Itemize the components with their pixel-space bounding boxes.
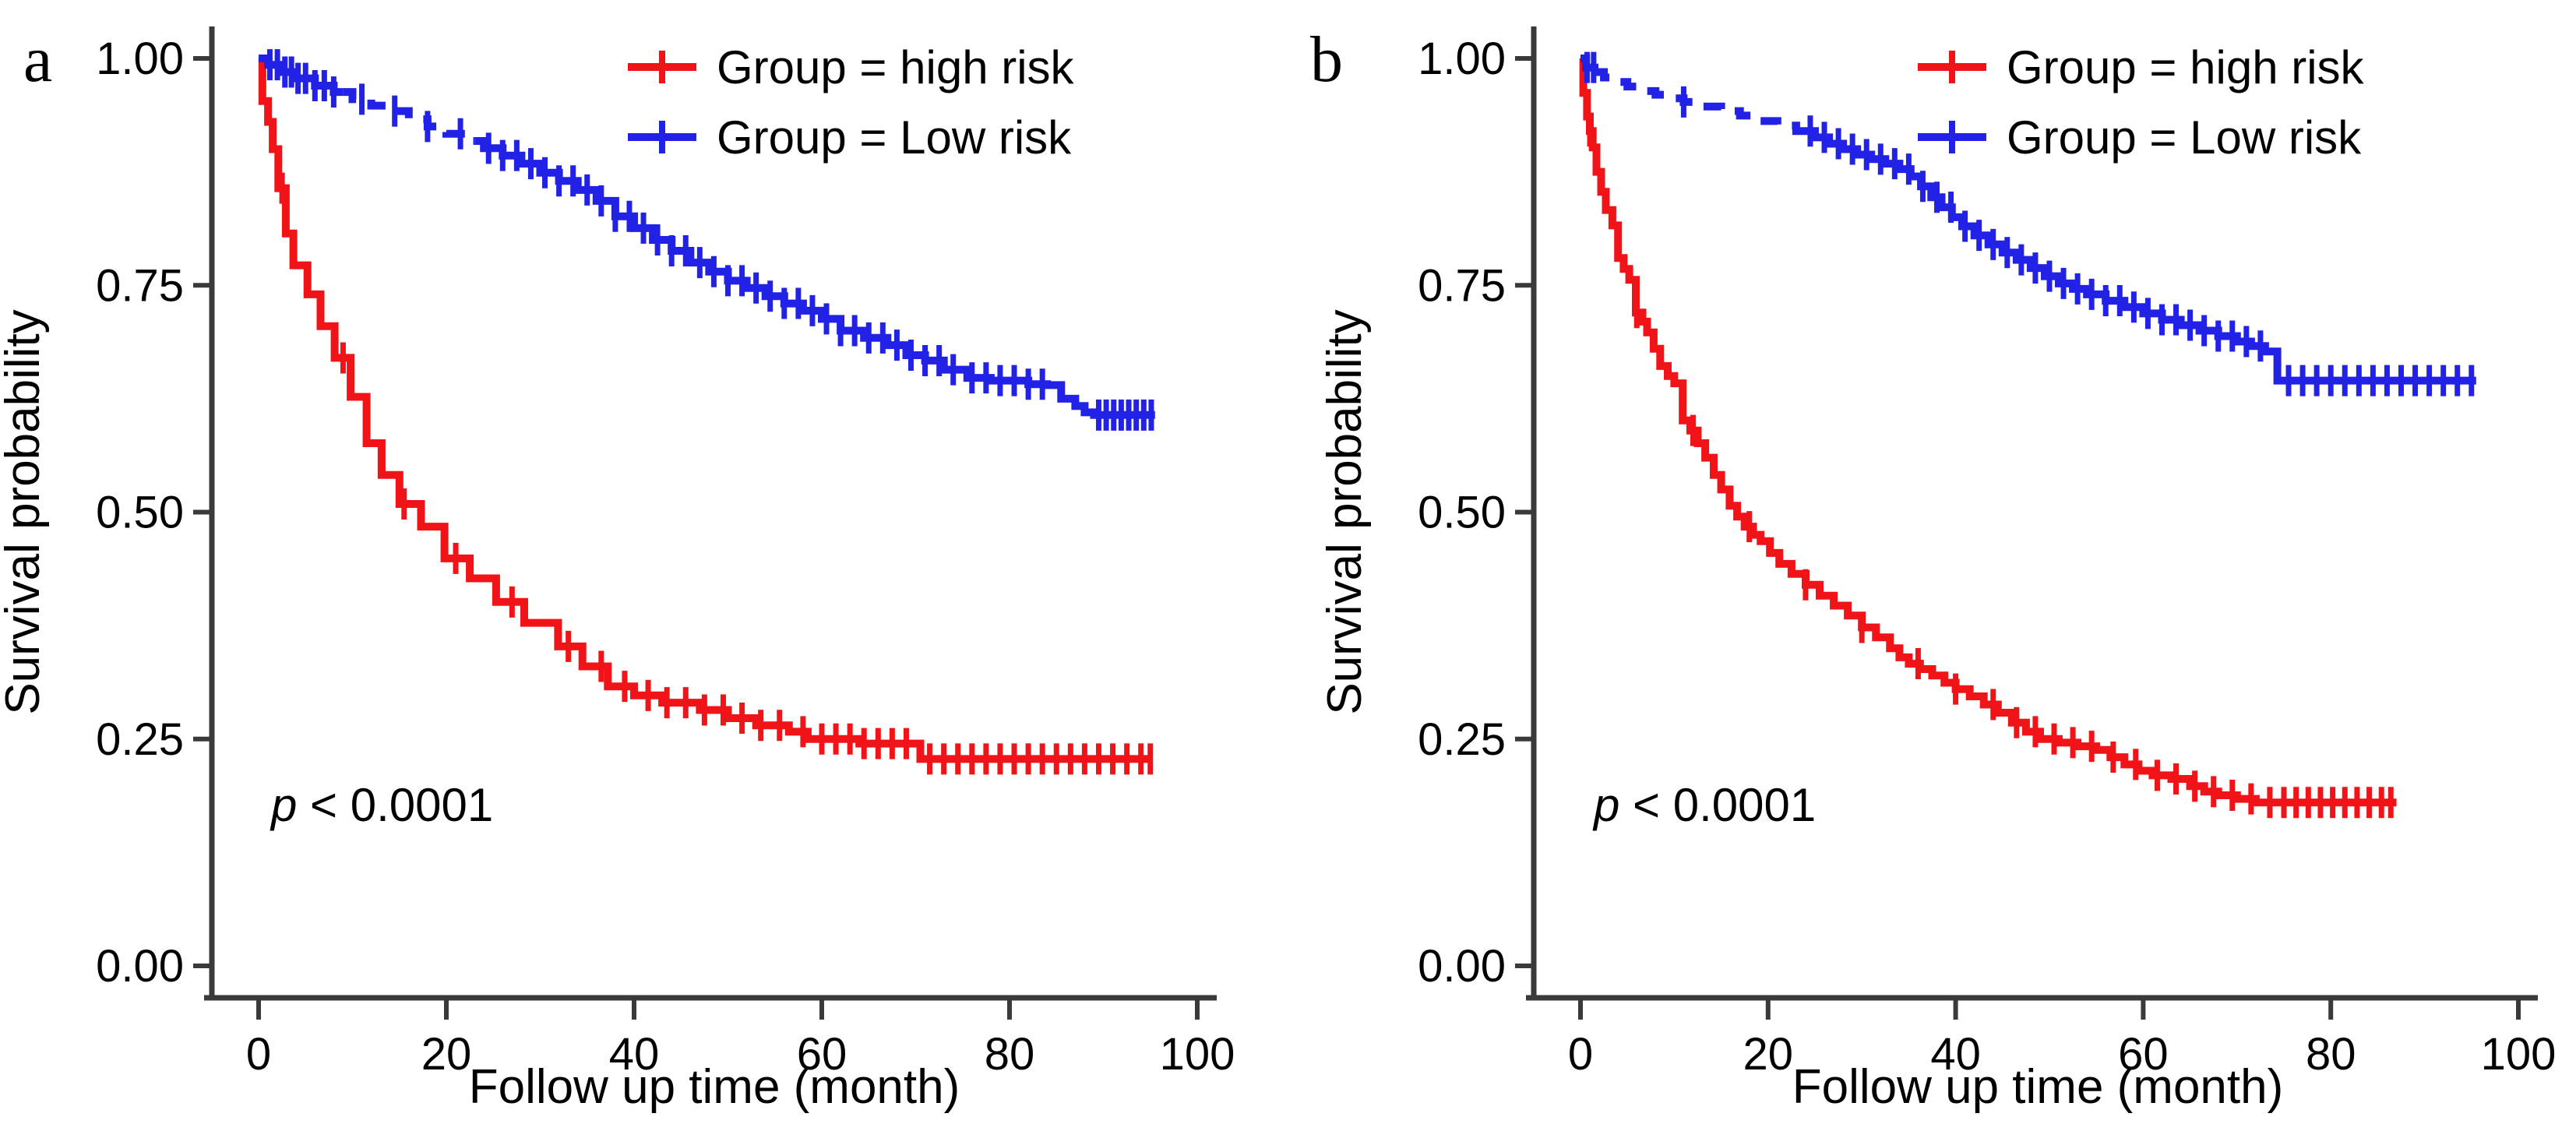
panel-letter: b [1310, 23, 1343, 96]
x-tick-label: 0 [246, 1029, 271, 1080]
curve-low-risk-dashed [1595, 68, 1806, 136]
x-tick-label: 60 [797, 1029, 848, 1080]
censor-marks-low-risk [266, 49, 1154, 431]
legend-entry-high-risk: Group = high risk [1918, 41, 2365, 93]
y-tick-label: 0.25 [96, 714, 184, 765]
curve-low-risk-dashed [343, 88, 475, 145]
curve-low-risk [474, 137, 1155, 419]
y-tick-label: 0.75 [1418, 260, 1506, 311]
y-tick-label: 0.25 [1418, 714, 1506, 765]
curve-high-risk [1579, 55, 2397, 807]
y-tick-label: 1.00 [1418, 33, 1506, 84]
x-tick-label: 60 [2118, 1029, 2169, 1080]
x-tick-label: 80 [985, 1029, 1035, 1080]
y-tick-label: 1.00 [96, 33, 184, 84]
p-value-label: p < 0.0001 [270, 779, 493, 831]
legend: Group = high risk Group = Low risk [1918, 41, 2365, 164]
x-tick-label: 40 [1930, 1029, 1981, 1080]
legend-entry-low-risk: Group = Low risk [628, 111, 1072, 164]
x-axis-title: Follow up time (month) [469, 1060, 960, 1114]
curve-low-risk [1806, 127, 2476, 385]
censor-marks-low-risk [1584, 51, 2475, 396]
series-high-risk [1579, 55, 2397, 819]
x-axis-title: Follow up time (month) [1792, 1060, 2284, 1114]
y-tick-label: 0.50 [1418, 488, 1506, 538]
panel-b: 0.00 0.25 0.50 0.75 1.00 0 20 40 60 80 100 Survival… [1310, 23, 2556, 1114]
legend-label: Group = high risk [2007, 41, 2365, 93]
x-tick-label: 100 [2481, 1029, 2557, 1080]
legend-label: Group = high risk [717, 41, 1075, 93]
y-axis-title: Survival probability [1318, 309, 1372, 714]
x-tick-label: 20 [1743, 1029, 1794, 1080]
legend-entry-low-risk: Group = Low risk [1918, 111, 2362, 164]
legend: Group = high risk Group = Low risk [628, 41, 1075, 164]
panel-letter: a [23, 23, 52, 96]
panel-a: 0.00 0.25 0.50 0.75 1.00 0 20 40 60 80 100 Survival… [0, 23, 1235, 1114]
x-tick-label: 80 [2306, 1029, 2356, 1080]
y-tick-label: 0.00 [96, 941, 184, 992]
series-high-risk [258, 55, 1154, 775]
x-tick-label: 100 [1160, 1029, 1235, 1080]
x-tick-label: 40 [609, 1029, 660, 1080]
y-tick-label: 0.75 [96, 260, 184, 311]
y-tick-label: 0.00 [1418, 941, 1506, 992]
series-low-risk [1580, 51, 2476, 396]
series-low-risk [259, 49, 1155, 431]
y-tick-label: 0.50 [96, 488, 184, 538]
x-tick-label: 0 [1568, 1029, 1593, 1080]
legend-label: Group = Low risk [2007, 111, 2362, 164]
censor-marks-high-risk [279, 172, 1154, 775]
legend-entry-high-risk: Group = high risk [628, 41, 1075, 93]
x-tick-label: 20 [421, 1029, 472, 1080]
legend-label: Group = Low risk [717, 111, 1072, 164]
y-axis-title: Survival probability [0, 309, 50, 714]
censor-marks-high-risk [1587, 115, 2394, 819]
p-value-label: p < 0.0001 [1592, 779, 1816, 831]
